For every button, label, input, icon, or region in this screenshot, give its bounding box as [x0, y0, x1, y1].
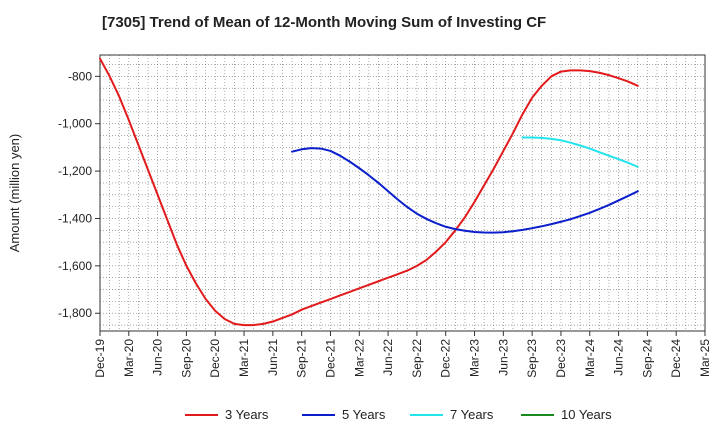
y-tick-label: -1,600 [58, 259, 92, 273]
x-tick-label: Sep-24 [640, 339, 654, 378]
x-axis: Dec-19 Mar-20 Jun-20 Sep-20 Dec-20 Mar-21 Jun-… [93, 331, 712, 378]
y-axis-title: Amount (million yen) [7, 134, 22, 253]
x-tick-label: Jun-24 [612, 339, 626, 376]
legend: 3 Years 5 Years 7 Years 10 Years [185, 407, 612, 422]
x-tick-label: Mar-20 [122, 339, 136, 377]
x-tick-label: Mar-23 [468, 339, 482, 377]
x-tick-label: Sep-20 [179, 339, 193, 378]
x-tick-label: Jun-22 [381, 339, 395, 376]
x-tick-label: Dec-19 [93, 339, 107, 378]
series-line-5-years [291, 147, 639, 234]
legend-label: 3 Years [225, 407, 269, 422]
series-line-7-years [521, 136, 639, 168]
y-axis: -800 -1,000 -1,200 -1,400 -1,600 -1,800 [58, 69, 100, 320]
plot-background [100, 55, 705, 331]
x-tick-label: Mar-21 [237, 339, 251, 377]
series-line-3-years [99, 57, 639, 327]
x-tick-label: Dec-20 [208, 339, 222, 378]
y-tick-label: -1,400 [58, 211, 92, 225]
legend-label: 5 Years [342, 407, 386, 422]
legend-label: 7 Years [450, 407, 494, 422]
x-tick-label: Dec-21 [323, 339, 337, 378]
x-tick-label: Dec-24 [669, 339, 683, 378]
y-tick-label: -800 [68, 69, 92, 83]
plot-frame [99, 54, 706, 332]
x-tick-label: Sep-22 [410, 339, 424, 378]
y-tick-label: -1,000 [58, 117, 92, 131]
x-tick-label: Mar-25 [698, 339, 712, 377]
x-tick-label: Sep-21 [295, 339, 309, 378]
y-tick-label: -1,200 [58, 164, 92, 178]
x-tick-label: Jun-21 [266, 339, 280, 376]
x-tick-label: Jun-23 [496, 339, 510, 376]
chart-title: [7305] Trend of Mean of 12-Month Moving … [102, 14, 547, 31]
legend-label: 10 Years [561, 407, 612, 422]
series-layer [99, 57, 639, 327]
y-tick-label: -1,800 [58, 306, 92, 320]
x-tick-label: Mar-24 [583, 339, 597, 377]
x-tick-label: Sep-23 [525, 339, 539, 378]
x-tick-label: Dec-22 [439, 339, 453, 378]
grid-layer [100, 55, 705, 331]
x-tick-label: Mar-22 [352, 339, 366, 377]
x-tick-label: Dec-23 [554, 339, 568, 378]
x-tick-label: Jun-20 [151, 339, 165, 376]
